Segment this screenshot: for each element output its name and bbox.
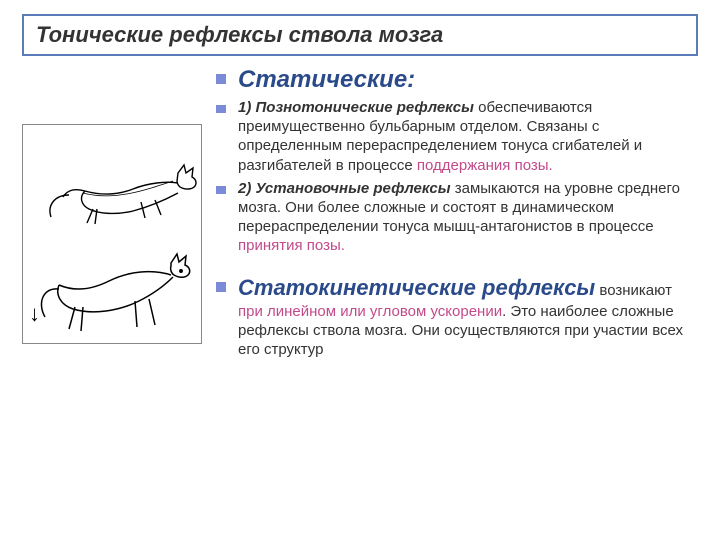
- bullet-icon: [216, 74, 226, 84]
- slide-title: Тонические рефлексы ствола мозга: [36, 22, 684, 48]
- slide: Тонические рефлексы ствола мозга: [0, 0, 720, 540]
- cat-illustration: ↓: [22, 124, 202, 344]
- item2-accent: принятия позы.: [238, 237, 345, 254]
- spacer: [216, 260, 698, 274]
- item1-text: 1) Познотонические рефлексы обеспечивают…: [238, 98, 698, 175]
- bullet-item-2: 2) Установочные рефлексы замыкаются на у…: [216, 179, 698, 256]
- item1-accent: поддержания позы.: [417, 157, 553, 174]
- bullet-icon: [216, 282, 226, 292]
- bullet-kinetic: Статокинетические рефлексы возникают при…: [216, 274, 698, 360]
- heading-kinetic: Статокинетические рефлексы: [238, 275, 595, 300]
- item1-lead: 1) Познотонические рефлексы: [238, 99, 474, 116]
- text-column: Статические: 1) Познотонические рефлексы…: [216, 64, 698, 363]
- content-row: ↓ Статические: 1) Познотонические рефлек…: [22, 64, 698, 363]
- kinetic-accent: при линейном или угловом ускорении: [238, 303, 502, 320]
- bullet-icon: [216, 105, 226, 113]
- bullet-static-heading: Статические:: [216, 66, 698, 94]
- bullet-item-1: 1) Познотонические рефлексы обеспечивают…: [216, 98, 698, 175]
- item2-text: 2) Установочные рефлексы замыкаются на у…: [238, 179, 698, 256]
- image-column: ↓: [22, 64, 202, 363]
- down-arrow-icon: ↓: [29, 301, 40, 327]
- heading-static: Статические:: [238, 66, 415, 94]
- kinetic-body1: возникают: [595, 282, 672, 299]
- bullet-icon: [216, 186, 226, 194]
- title-container: Тонические рефлексы ствола мозга: [22, 14, 698, 56]
- item2-lead: 2) Установочные рефлексы: [238, 180, 451, 197]
- kinetic-text: Статокинетические рефлексы возникают при…: [238, 274, 698, 360]
